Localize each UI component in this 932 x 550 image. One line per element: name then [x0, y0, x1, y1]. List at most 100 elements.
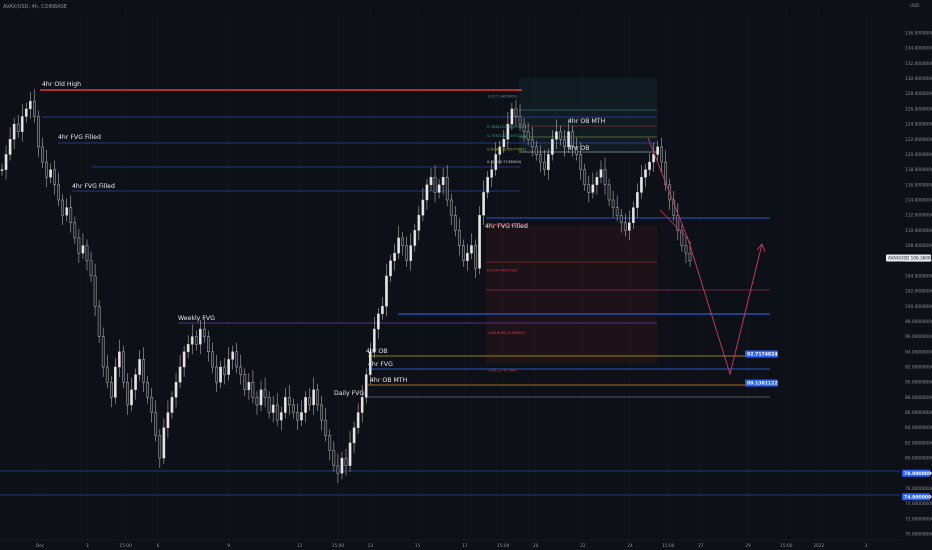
- candle: [126, 373, 129, 415]
- candle: [474, 239, 477, 279]
- x-tick-label: 15:00: [332, 543, 345, 549]
- x-tick-label: 3: [865, 543, 868, 549]
- candle: [73, 216, 77, 245]
- x-tick-label: 29: [745, 543, 751, 549]
- price-badge: 78.0000000: [902, 469, 932, 477]
- projection-arrow-head: [756, 243, 766, 253]
- x-tick-label: 15:00: [662, 543, 675, 549]
- label-fvg-filled-3: 4hr FVG Filled: [485, 223, 528, 230]
- candle: [356, 403, 360, 434]
- y-tick-label: 136.00000000: [905, 31, 932, 37]
- x-tick-label: 27: [698, 543, 704, 549]
- price-badge: 92.7174824: [745, 350, 778, 358]
- y-tick-label: 110.00000000: [905, 228, 932, 234]
- candle: [344, 448, 348, 476]
- candle: [16, 114, 20, 138]
- candle: [684, 236, 688, 264]
- candle: [12, 118, 16, 150]
- candle: [109, 376, 113, 408]
- candle: [478, 206, 481, 275]
- candle: [77, 228, 81, 264]
- candle: [29, 92, 32, 119]
- candle: [49, 163, 52, 184]
- candle: [441, 168, 445, 195]
- candle: [627, 210, 631, 241]
- candle: [45, 149, 48, 188]
- svg-text:AVAX/USD 106.36000000: AVAX/USD 106.36000000: [888, 256, 932, 261]
- candle: [680, 224, 684, 252]
- candle: [599, 160, 603, 184]
- x-tick-label: 15:00: [119, 543, 132, 549]
- x-tick-label: 15:00: [497, 543, 510, 549]
- candle: [247, 373, 251, 400]
- price-axis: USD 136.00000000 134.00000000 132.00000000…: [900, 0, 932, 550]
- x-tick-label: 3: [86, 543, 89, 549]
- svg-text:78.0000000: 78.0000000: [904, 471, 932, 477]
- y-tick-label: 80.00000000: [905, 456, 932, 462]
- label-ob-mth-top: 4hr OB MTH: [568, 118, 606, 125]
- x-tick-label: 17: [462, 543, 468, 549]
- candle: [279, 406, 283, 431]
- candle: [373, 316, 376, 358]
- y-tick-label: 82.00000000: [905, 440, 932, 446]
- candle: [603, 157, 607, 195]
- candle: [385, 263, 388, 317]
- y-tick-label: 116.00000000: [905, 182, 932, 188]
- candle: [207, 330, 210, 362]
- candle: [458, 218, 461, 256]
- candle: [644, 163, 647, 188]
- y-tick-label: 76.00000000: [905, 486, 932, 492]
- candle: [0, 163, 4, 176]
- candle: [105, 354, 109, 389]
- candle: [308, 388, 311, 412]
- candle: [190, 324, 194, 355]
- label-fvg-filled-2: 4hr FVG Filled: [72, 183, 115, 190]
- x-tick-label: Dec: [36, 543, 45, 549]
- candle: [85, 239, 89, 271]
- candle: [138, 350, 141, 381]
- candle: [360, 385, 364, 423]
- candle: [166, 400, 170, 438]
- x-tick-label: 2022: [813, 543, 824, 549]
- candle: [583, 163, 587, 191]
- y-tick-label: 134.00000000: [905, 46, 932, 52]
- candle: [89, 251, 93, 282]
- candle: [41, 137, 44, 169]
- candle: [389, 254, 392, 282]
- candle: [401, 231, 404, 256]
- y-tick-label: 88.00000000: [905, 395, 932, 401]
- candle: [194, 330, 198, 351]
- candle: [563, 130, 566, 157]
- fib-label: 0.786(122.3837016): [487, 124, 527, 129]
- candle: [453, 206, 457, 237]
- candle: [65, 198, 69, 222]
- candle: [275, 392, 279, 427]
- candle: [405, 236, 409, 267]
- candle: [186, 335, 190, 358]
- fib-label: 0.5(118.7136000): [487, 159, 522, 164]
- candle: [199, 319, 202, 355]
- candle: [425, 178, 429, 210]
- candle: [324, 407, 328, 442]
- projection-path: [647, 137, 763, 376]
- price-badge: 74.9000000: [902, 493, 932, 501]
- candle: [571, 125, 574, 157]
- candle: [81, 233, 85, 260]
- candle: [482, 180, 485, 226]
- candle: [676, 203, 680, 241]
- candle: [328, 429, 332, 461]
- candle: [33, 89, 36, 123]
- candle: [429, 168, 433, 191]
- candle: [316, 383, 319, 412]
- x-tick-label: 6: [157, 543, 160, 549]
- x-tick-label: 15:00: [780, 543, 793, 549]
- candle: [417, 206, 421, 241]
- candle: [304, 391, 307, 423]
- candle: [255, 391, 259, 415]
- candle: [122, 345, 125, 389]
- x-tick-labels: Dec 3 15:00 6 9 12 15:00 13 15 17 15:00 20 22 24 15:00…: [36, 543, 868, 549]
- candle: [437, 178, 441, 199]
- projection-channel: [659, 209, 689, 240]
